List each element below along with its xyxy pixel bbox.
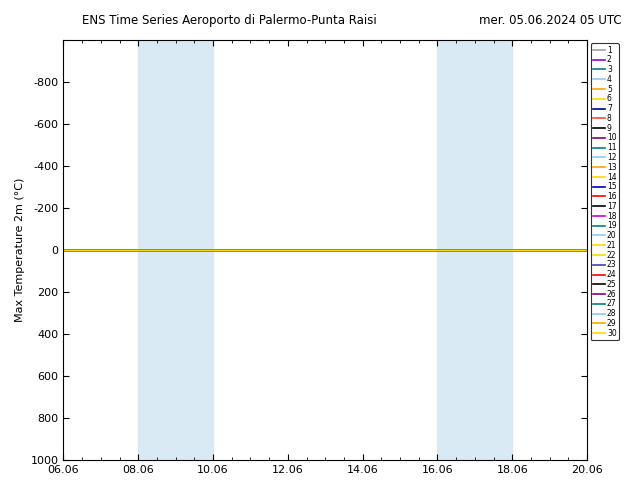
Bar <box>463 40 512 460</box>
Y-axis label: Max Temperature 2m (°C): Max Temperature 2m (°C) <box>15 178 25 322</box>
Text: mer. 05.06.2024 05 UTC: mer. 05.06.2024 05 UTC <box>479 14 621 27</box>
Text: ENS Time Series Aeroporto di Palermo-Punta Raisi: ENS Time Series Aeroporto di Palermo-Pun… <box>82 14 377 27</box>
Bar <box>164 40 213 460</box>
Legend: 1, 2, 3, 4, 5, 6, 7, 8, 9, 10, 11, 12, 13, 14, 15, 16, 17, 18, 19, 20, 21, 22, 2: 1, 2, 3, 4, 5, 6, 7, 8, 9, 10, 11, 12, 1… <box>591 43 619 340</box>
Bar <box>437 40 463 460</box>
Bar <box>138 40 164 460</box>
